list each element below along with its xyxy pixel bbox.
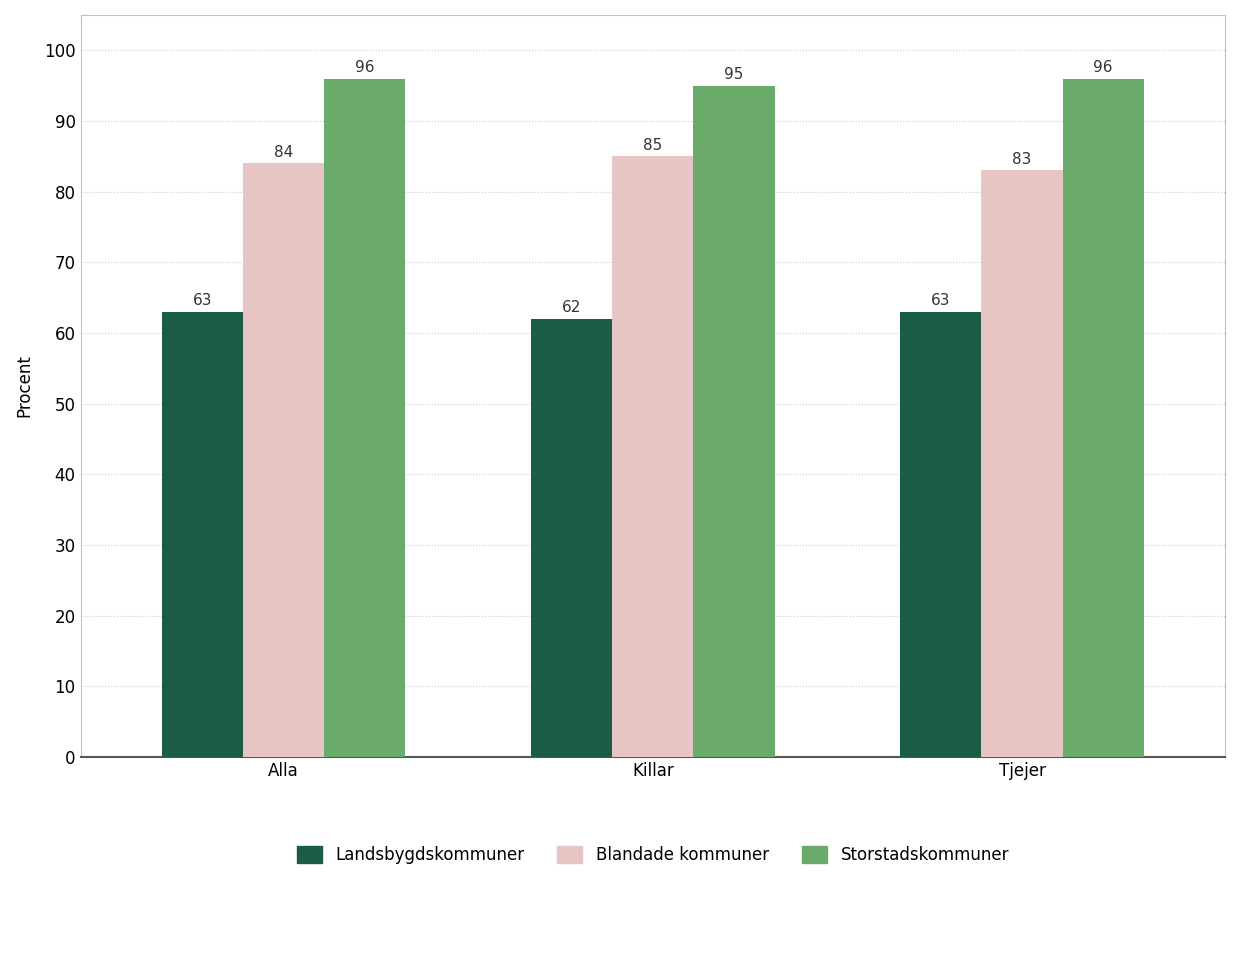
Text: 63: 63 bbox=[931, 294, 951, 308]
Text: 85: 85 bbox=[644, 138, 662, 153]
Legend: Landsbygdskommuner, Blandade kommuner, Storstadskommuner: Landsbygdskommuner, Blandade kommuner, S… bbox=[290, 840, 1016, 871]
Bar bbox=[1063, 79, 1143, 757]
Bar bbox=[324, 79, 405, 757]
Bar bbox=[243, 164, 324, 757]
Bar bbox=[531, 319, 613, 757]
Text: 95: 95 bbox=[724, 67, 744, 82]
Text: 83: 83 bbox=[1012, 152, 1032, 167]
Y-axis label: Procent: Procent bbox=[15, 354, 33, 417]
Bar bbox=[613, 156, 693, 757]
Bar bbox=[981, 170, 1063, 757]
Bar bbox=[900, 312, 981, 757]
Bar bbox=[693, 86, 775, 757]
Text: 62: 62 bbox=[562, 300, 582, 315]
Text: 96: 96 bbox=[355, 60, 374, 75]
Text: 84: 84 bbox=[274, 144, 294, 160]
Bar bbox=[161, 312, 243, 757]
Text: 96: 96 bbox=[1094, 60, 1114, 75]
Text: 63: 63 bbox=[192, 294, 212, 308]
